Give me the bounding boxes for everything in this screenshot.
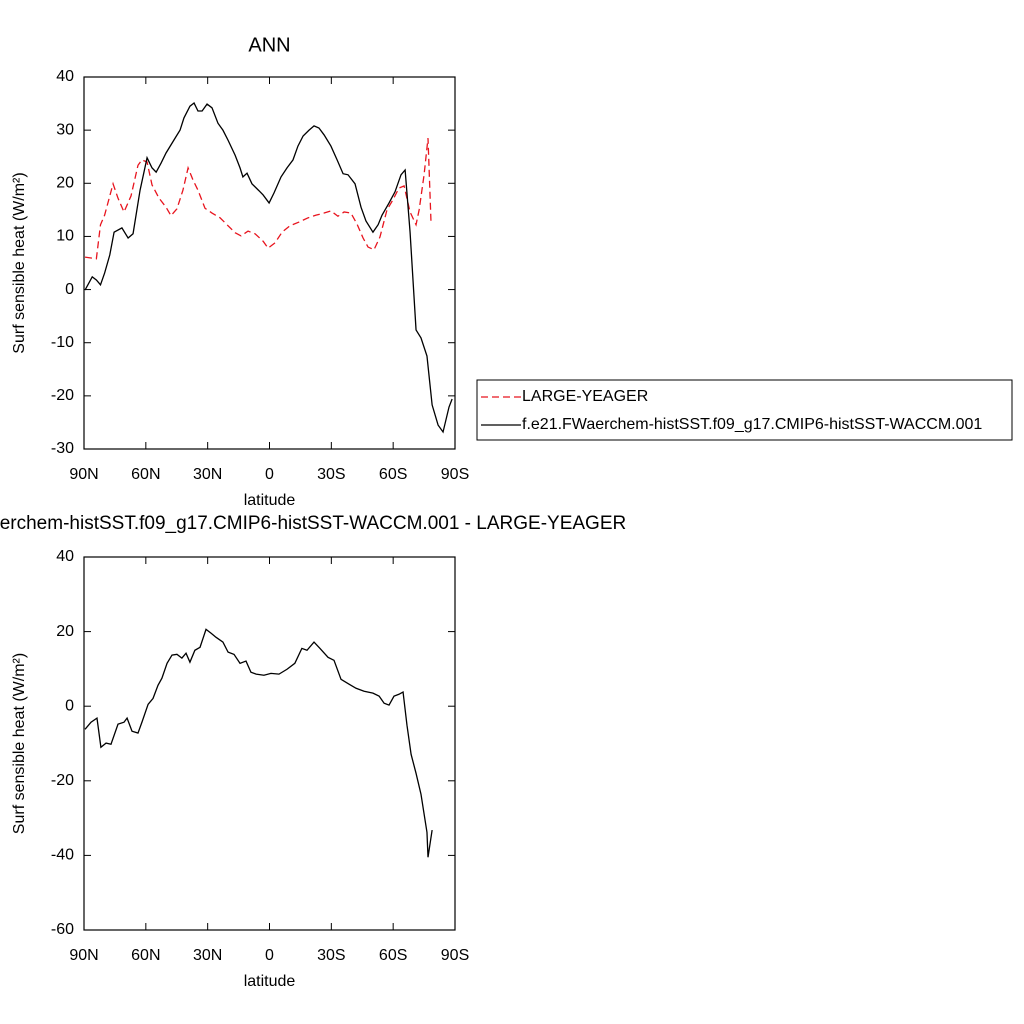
data-line [84,138,432,260]
y-tick-label: 40 [56,548,74,565]
y-tick-label: 20 [56,623,74,640]
legend-label: f.e21.FWaerchem-histSST.f09_g17.CMIP6-hi… [522,416,982,433]
y-tick-label: -20 [51,772,74,789]
y-tick-label: 40 [56,68,74,85]
x-tick-label: 60N [131,466,160,483]
x-tick-label: 0 [265,947,274,964]
chart-title: ANN [248,34,290,56]
chart-title: f.e21.FWaerchem-histSST.f09_g17.CMIP6-hi… [0,513,626,534]
plot-frame [83,556,456,931]
x-tick-label: 90S [441,466,469,483]
x-tick-label: 60S [379,466,407,483]
x-tick-label: 30N [193,947,222,964]
y-axis-label: Surf sensible heat (W/m²) [11,172,28,353]
data-line [84,628,433,858]
data-line [84,102,453,434]
x-axis-label: latitude [244,973,296,990]
y-tick-label: -10 [51,334,74,351]
y-axis-label: Surf sensible heat (W/m²) [11,653,28,834]
x-tick-label: 30S [317,947,345,964]
legend-box [476,379,1013,441]
legend-label: LARGE-YEAGER [522,388,648,405]
y-tick-label: -20 [51,387,74,404]
x-axis-label: latitude [244,492,296,509]
y-tick-label: 30 [56,121,74,138]
y-tick-label: -40 [51,847,74,864]
x-tick-label: 60S [379,947,407,964]
x-tick-label: 90S [441,947,469,964]
x-tick-label: 60N [131,947,160,964]
x-tick-label: 90N [69,947,98,964]
x-tick-label: 90N [69,466,98,483]
x-tick-label: 30N [193,466,222,483]
y-tick-label: 10 [56,228,74,245]
y-tick-label: 0 [65,697,74,714]
x-tick-label: 0 [265,466,274,483]
x-tick-label: 30S [317,466,345,483]
plot-frame [83,76,456,450]
y-tick-label: -60 [51,921,74,938]
y-tick-label: 20 [56,175,74,192]
y-tick-label: 0 [65,281,74,298]
y-tick-label: -30 [51,440,74,457]
